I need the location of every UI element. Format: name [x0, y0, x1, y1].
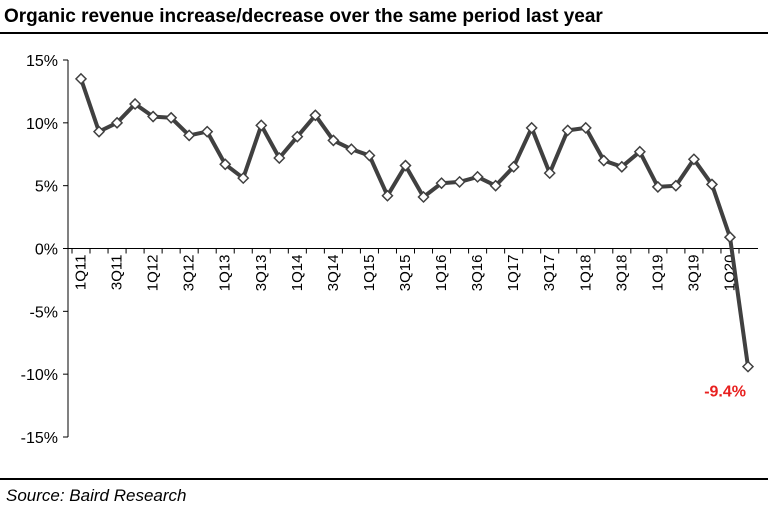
data-point-marker	[543, 167, 556, 180]
x-tick-label: 3Q13	[253, 255, 270, 292]
data-point-marker	[237, 172, 250, 185]
data-point-marker	[201, 125, 214, 138]
footer-rule	[0, 478, 768, 480]
x-tick-label: 1Q13	[217, 255, 234, 292]
data-point-marker	[147, 110, 160, 123]
data-point-marker	[183, 129, 196, 142]
series-line	[79, 78, 750, 367]
title-rule	[0, 32, 768, 34]
y-tick-label: -5%	[30, 304, 58, 321]
data-point-marker	[381, 189, 394, 202]
data-point-marker	[327, 134, 340, 147]
data-point-marker	[255, 119, 268, 132]
series-markers	[74, 72, 755, 373]
data-point-marker	[435, 177, 448, 190]
data-point-marker	[597, 154, 610, 167]
data-point-marker	[723, 231, 737, 244]
x-tick-label: 3Q16	[469, 255, 486, 292]
x-tick-label: 3Q17	[541, 255, 558, 292]
data-point-marker	[417, 190, 430, 204]
data-point-marker	[705, 178, 719, 191]
annotations: -9.4%	[704, 384, 746, 401]
y-tick-label: -15%	[21, 430, 58, 447]
data-point-marker	[741, 360, 755, 373]
data-point-marker	[669, 179, 682, 192]
data-point-marker	[129, 97, 142, 111]
data-point-marker	[273, 151, 286, 165]
y-tick-label: 5%	[35, 179, 58, 196]
x-tick-label: 1Q16	[433, 255, 450, 292]
data-point-marker	[110, 116, 124, 129]
data-point-marker	[525, 121, 538, 134]
data-point-marker	[579, 121, 592, 134]
x-tick-label: 3Q14	[325, 255, 342, 292]
data-point-marker	[687, 153, 700, 166]
x-tick-label: 1Q14	[289, 255, 306, 292]
x-axis: 1Q11 3Q11 1Q12 3Q12 1Q13 3Q13 1Q14 3Q14 1Q15 3Q15…	[68, 248, 758, 292]
x-tick-label: 1Q12	[145, 255, 162, 292]
x-tick-label: 1Q18	[577, 255, 594, 292]
data-point-marker	[291, 130, 304, 143]
data-point-marker	[561, 124, 574, 137]
data-point-marker	[74, 72, 88, 85]
y-tick-label: -10%	[21, 367, 58, 384]
data-point-marker	[345, 143, 358, 156]
data-point-marker	[453, 175, 466, 188]
x-tick-label: 1Q15	[361, 255, 378, 292]
x-tick-label: 3Q18	[613, 255, 630, 292]
x-tick-label: 3Q15	[397, 255, 414, 292]
data-point-marker	[633, 145, 646, 158]
data-point-marker	[615, 160, 628, 173]
data-point-marker	[471, 170, 484, 183]
x-tick-label: 3Q12	[181, 255, 198, 292]
x-tick-label: 1Q11	[73, 255, 90, 291]
line-chart: 15%10%5%0%-5%-10%-15% 1Q11 3Q11 1Q12 3Q12 1Q…	[21, 53, 758, 447]
data-point-marker	[165, 111, 178, 124]
y-tick-label: 10%	[26, 116, 58, 133]
data-point-marker	[92, 125, 106, 138]
y-tick-label: 0%	[35, 242, 58, 259]
value-callout: -9.4%	[704, 384, 746, 401]
x-tick-label: 1Q19	[649, 255, 666, 292]
data-point-marker	[399, 159, 412, 172]
y-tick-label: 15%	[26, 53, 58, 70]
series-polyline	[79, 78, 750, 367]
x-tick-label: 3Q11	[109, 255, 126, 291]
data-point-marker	[507, 160, 520, 173]
data-point-marker	[651, 180, 664, 193]
source-note: Source: Baird Research	[6, 486, 187, 505]
x-tick-label: 1Q17	[505, 255, 522, 292]
data-point-marker	[309, 109, 322, 122]
chart-title: Organic revenue increase/decrease over t…	[4, 6, 603, 27]
data-point-marker	[219, 158, 232, 171]
x-tick-label: 3Q19	[685, 255, 702, 292]
data-point-marker	[489, 179, 502, 192]
y-axis: 15% 10% 5% 0% -5% -10% -15%	[21, 53, 69, 447]
data-point-marker	[363, 149, 376, 162]
